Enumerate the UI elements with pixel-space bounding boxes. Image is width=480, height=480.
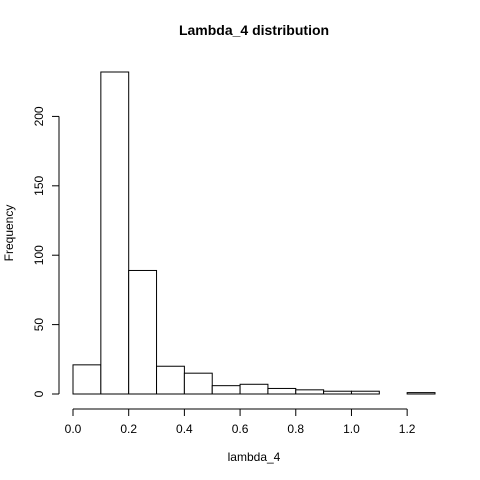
histogram-bar — [239, 383, 269, 395]
bars-group — [72, 71, 436, 395]
histogram-bar — [72, 364, 102, 395]
histogram-bar — [323, 390, 352, 395]
x-tick-label: 0.2 — [120, 422, 137, 436]
x-axis: 0.0 0.2 0.4 0.6 0.8 1.0 1.2 — [65, 408, 416, 436]
histogram-bar — [100, 71, 130, 395]
x-tick-label: 1.0 — [343, 422, 360, 436]
x-axis-label: lambda_4 — [228, 450, 281, 464]
y-tick-label: 50 — [32, 318, 46, 332]
chart-title: Lambda_4 distribution — [179, 22, 329, 38]
y-tick-label: 0 — [32, 390, 46, 397]
y-axis-label: Frequency — [2, 205, 16, 262]
x-tick-label: 0.8 — [287, 422, 304, 436]
histogram-bar — [128, 269, 158, 395]
histogram-bar — [183, 372, 213, 395]
histogram-bar — [156, 365, 185, 395]
x-tick-label: 1.2 — [399, 422, 416, 436]
y-tick-label: 150 — [32, 175, 46, 195]
y-tick-label: 100 — [32, 245, 46, 265]
histogram-bar — [406, 392, 436, 395]
histogram-bar — [211, 385, 241, 395]
y-tick-label: 200 — [32, 106, 46, 126]
x-tick-label: 0.4 — [176, 422, 193, 436]
y-axis: 0 50 100 150 200 — [32, 106, 60, 397]
histogram-bar — [267, 387, 297, 395]
histogram-bar — [295, 389, 325, 395]
x-tick-label: 0.6 — [232, 422, 249, 436]
histogram-bar — [350, 390, 380, 395]
x-tick-label: 0.0 — [65, 422, 82, 436]
